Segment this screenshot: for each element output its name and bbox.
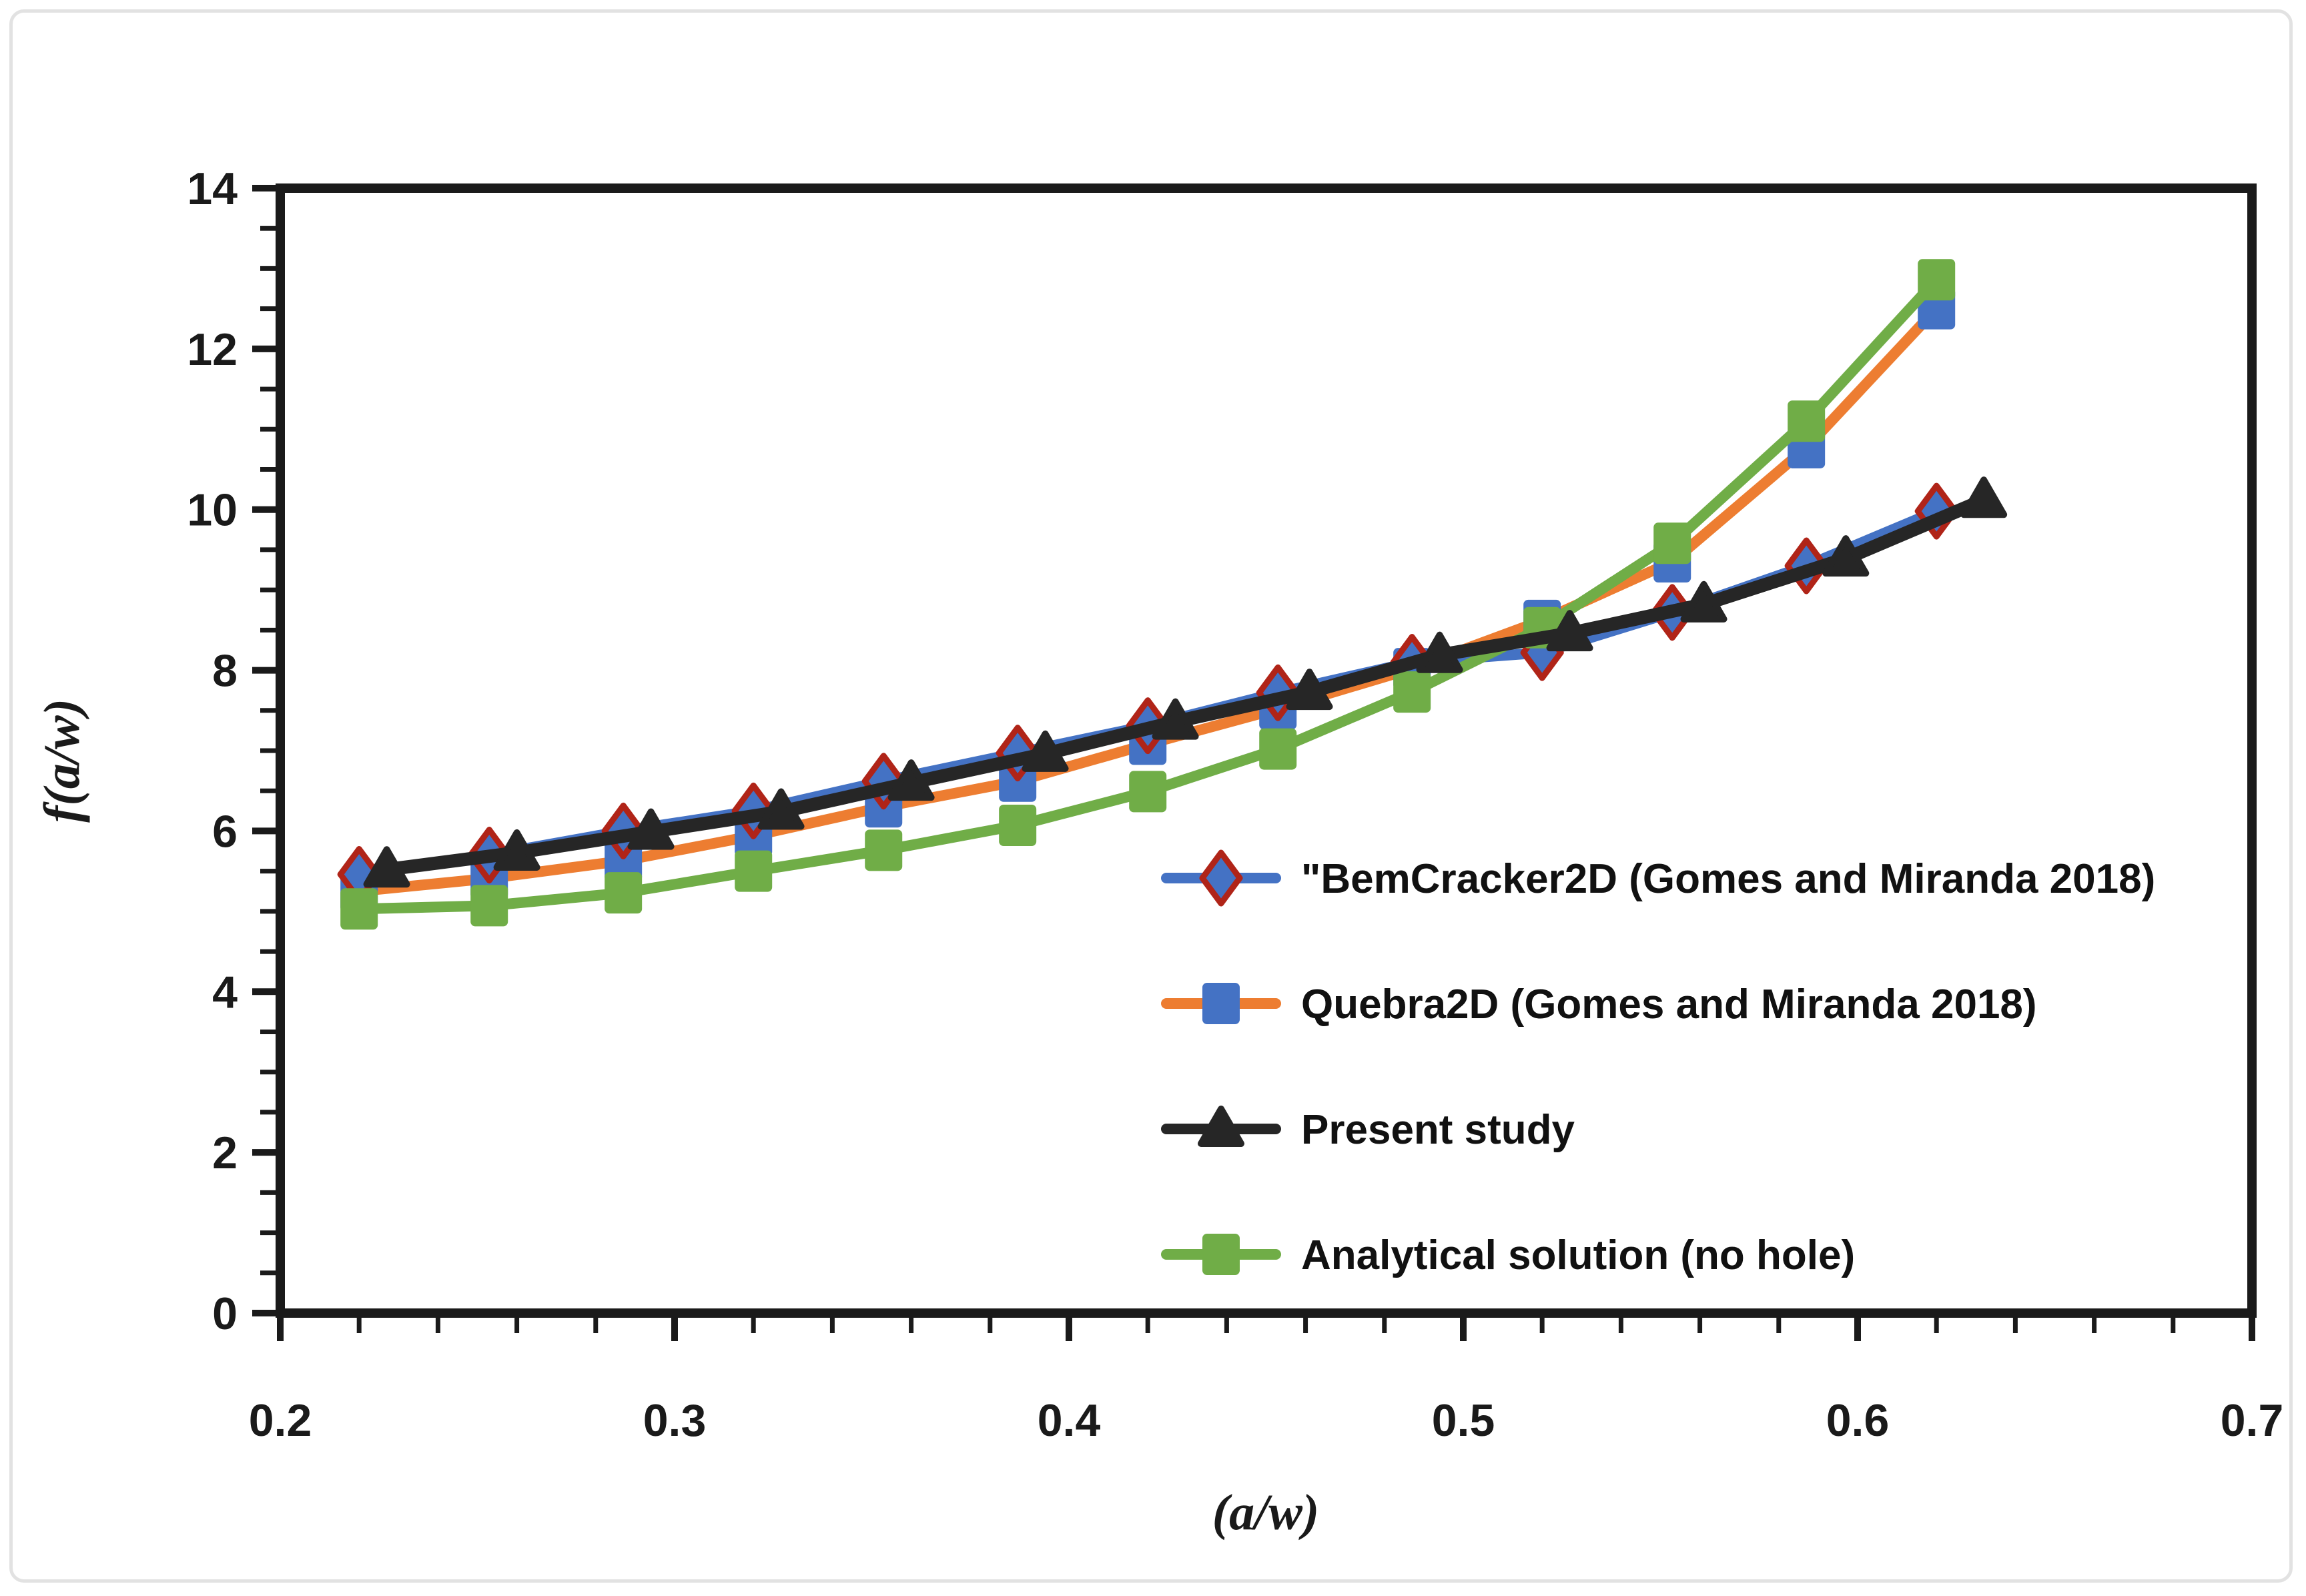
y-tick-label: 10 [187,485,238,536]
y-tick-label: 4 [212,967,238,1018]
series-analytical-solution-no-hole-marker [1918,259,1956,301]
series-analytical-solution-no-hole-marker [605,872,643,914]
series-analytical-solution-no-hole-marker [865,829,903,871]
series-present-study-marker [1822,535,1870,577]
series-present-study-marker [1546,610,1593,652]
series-present-study-marker [1416,631,1463,673]
series-present-study-marker [887,759,935,801]
x-tick-label: 0.6 [1826,1395,1890,1446]
series-present-study-marker [1152,698,1199,740]
plot-frame [276,183,2257,1318]
series-quebra2d-gomes-and-miranda-2-marker [605,839,643,881]
series-present-study-marker [1022,730,1069,772]
y-tick-label: 12 [187,324,238,375]
series-present-study-marker [757,788,805,830]
series-present-study-marker [1960,476,2008,518]
x-tick-label: 0.7 [2221,1395,2284,1446]
y-tick-label: 8 [212,646,238,697]
y-tick-label: 0 [212,1288,238,1339]
y-tick-label: 2 [212,1128,238,1178]
series-analytical-solution-no-hole-marker [999,804,1037,846]
series-bemcracker2d-gomes-and-miran-marker [1914,482,1958,540]
x-tick-label: 0.4 [1038,1395,1101,1446]
legend-label-analytical-solution-no-hole: Analytical solution (no hole) [1301,1232,1855,1278]
series-analytical-solution-no-hole-marker [735,850,773,892]
legend-marker-analytical-solution-no-hole [1202,1234,1240,1275]
legend-marker-bemcracker2d-gomes-and-miran [1199,849,1243,907]
x-tick-label: 0.5 [1432,1395,1495,1446]
legend-label-present-study: Present study [1301,1107,1575,1153]
series-analytical-solution-no-hole-marker [1788,400,1826,442]
legend-marker-quebra2d-gomes-and-miranda-2 [1202,983,1240,1024]
y-tick-label: 6 [212,806,238,857]
series-analytical-solution-no-hole-marker [1129,771,1167,813]
y-tick-label: 14 [187,163,238,214]
series-present-study-marker [493,829,540,871]
series-analytical-solution-no-hole-marker [1393,671,1431,713]
series-present-study-marker [1680,580,1727,623]
x-tick-label: 0.2 [249,1395,312,1446]
x-axis-title: (a/w) [1212,1485,1319,1541]
series-analytical-solution-no-hole-marker [340,888,378,930]
legend-label-bemcracker2d-gomes-and-miran: "BemCracker2D (Gomes and Miranda 2018) [1301,856,2155,902]
series-analytical-solution-no-hole-marker [1653,522,1691,564]
x-tick-label: 0.3 [643,1395,707,1446]
series-analytical-solution-no-hole-marker [1259,728,1297,770]
series-bemcracker2d-gomes-and-miran-line [354,506,1942,880]
series-analytical-solution-no-hole-marker [470,885,508,927]
legend-marker-present-study [1198,1106,1244,1147]
series-present-study-marker [627,808,675,850]
series-present-study-marker [1286,669,1333,711]
y-axis-title: f(a/w) [34,699,90,823]
legend-label-quebra2d-gomes-and-miranda-2: Quebra2D (Gomes and Miranda 2018) [1301,981,2037,1028]
series-present-study-marker [363,846,410,888]
